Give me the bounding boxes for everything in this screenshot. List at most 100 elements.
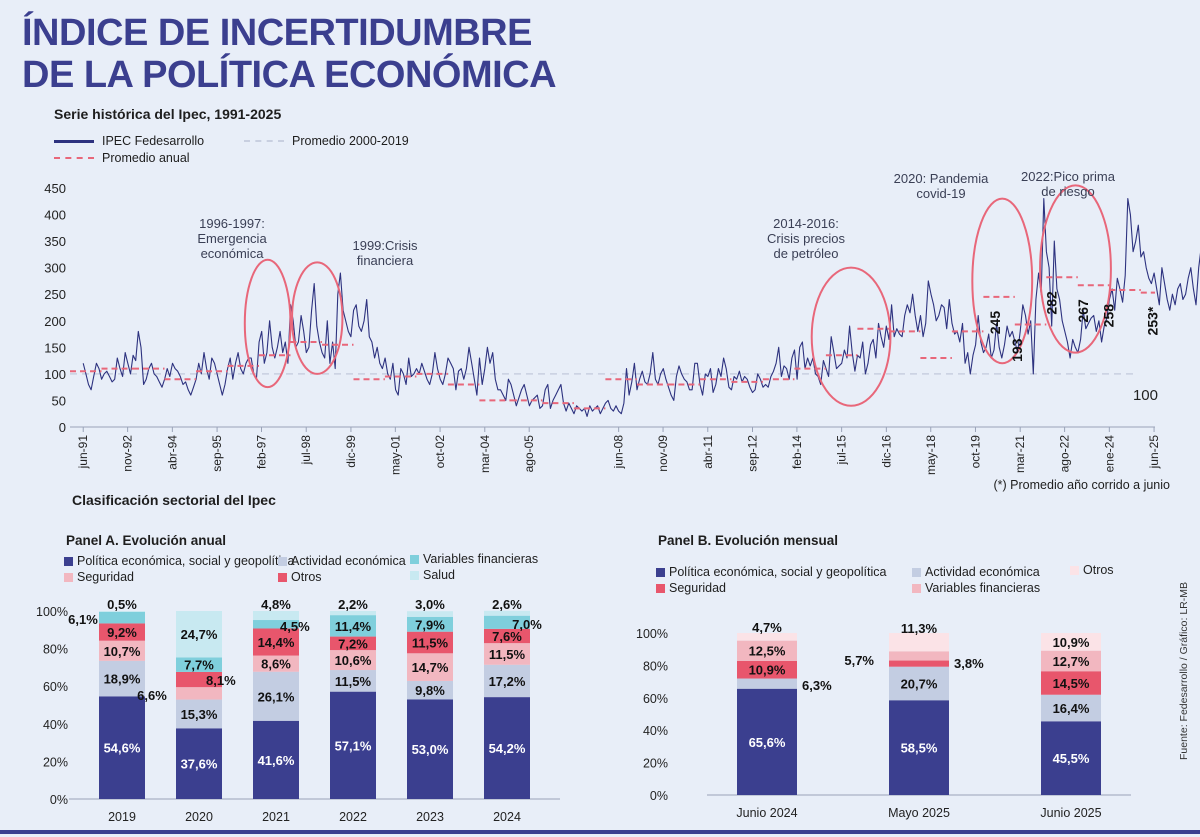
title-line-1: ÍNDICE DE INCERTIDUMBRE — [22, 12, 532, 54]
y-tick-label: 200 — [44, 314, 66, 329]
x-tick-label: jul-98 — [299, 435, 313, 466]
x-tick-label: jul-15 — [835, 435, 849, 466]
y-tick-label: 100% — [636, 627, 668, 641]
bar-segment — [176, 671, 222, 688]
bar-segment — [1041, 633, 1101, 651]
bar-segment — [330, 670, 376, 692]
ipec-series-line — [82, 198, 1200, 417]
legend-item-ipec: IPEC Fedesarrollo — [54, 134, 204, 148]
footnote: (*) Promedio año corrido a junio — [993, 478, 1170, 492]
bar-segment — [176, 657, 222, 672]
x-category-label: 2023 — [416, 810, 444, 824]
x-tick-label: may-01 — [388, 435, 402, 475]
data-label: 11,5% — [489, 647, 526, 662]
bar-segment — [176, 699, 222, 729]
bar-segment — [176, 687, 222, 700]
data-label: 14,5% — [1053, 676, 1090, 691]
page-title: ÍNDICE DE INCERTIDUMBRE DE LA POLÍTICA E… — [22, 12, 557, 96]
data-label: 14,4% — [258, 635, 295, 650]
data-label: 9,8% — [415, 683, 445, 698]
y-tick-label: 50 — [52, 393, 66, 408]
bar-segment — [99, 611, 145, 624]
y-tick-label: 100% — [36, 605, 68, 619]
data-label: 3,0% — [415, 597, 445, 612]
bar-segment — [253, 671, 299, 721]
y-tick-label: 60% — [43, 680, 68, 694]
y-tick-label: 400 — [44, 208, 66, 223]
bar-segment — [253, 611, 299, 621]
data-label: 7,7% — [184, 658, 214, 673]
data-label: 4,8% — [261, 597, 291, 612]
data-label: 54,6% — [104, 741, 141, 756]
data-label: 58,5% — [901, 741, 938, 756]
data-label: 11,5% — [412, 635, 449, 650]
x-tick-label: ago-22 — [1058, 435, 1072, 473]
bar-segment — [1041, 671, 1101, 695]
y-tick-label: 0% — [50, 793, 68, 807]
line-chart-legend: IPEC Fedesarrollo Promedio 2000-2019 Pro… — [54, 134, 454, 168]
panel-a-swatch-actividad — [278, 556, 287, 566]
data-label: 5,7% — [844, 653, 874, 668]
y-tick-label: 80% — [643, 659, 668, 673]
panel-a-swatch-otros — [278, 572, 287, 582]
panel-b-legend-label: Política económica, social y geopolítica — [669, 565, 887, 579]
bar-segment — [253, 628, 299, 656]
x-category-label: 2024 — [493, 810, 521, 824]
x-tick-label: oct-19 — [968, 435, 982, 469]
bar-segment — [253, 655, 299, 672]
x-category-label: Junio 2024 — [736, 806, 797, 820]
highlight-circle — [291, 261, 344, 375]
bar-segment — [484, 628, 530, 644]
legend-item-avg-2000-2019: Promedio 2000-2019 — [244, 134, 409, 148]
data-label: 6,1% — [68, 612, 98, 627]
data-label: 12,5% — [749, 644, 786, 659]
bar-segment — [484, 664, 530, 698]
y-tick-label: 0% — [650, 789, 668, 803]
panel-a-swatch-financieras — [410, 554, 419, 564]
bar-segment — [253, 720, 299, 799]
x-tick-label: sep-95 — [210, 435, 224, 472]
data-label: 11,5% — [335, 674, 372, 689]
section-title: Clasificación sectorial del Ipec — [72, 492, 276, 508]
x-category-label: 2019 — [108, 810, 136, 824]
x-tick-label: mar-21 — [1013, 435, 1027, 473]
bar-segment — [737, 688, 797, 795]
bar-segment — [330, 691, 376, 799]
data-label: 18,9% — [104, 672, 141, 687]
bar-segment — [407, 611, 453, 617]
panel-b-swatch-seguridad — [656, 583, 665, 593]
x-category-label: Junio 2025 — [1040, 806, 1101, 820]
data-label: 14,7% — [412, 660, 449, 675]
bar-segment — [484, 643, 530, 665]
data-label: 4,7% — [752, 620, 782, 635]
data-label: 8,6% — [261, 657, 291, 672]
x-tick-label: nov-09 — [656, 435, 670, 472]
y-tick-label: 40% — [643, 724, 668, 738]
bar-segment — [889, 666, 949, 701]
data-label: 10,7% — [104, 644, 141, 659]
y-tick-label: 450 — [44, 181, 66, 196]
y-tick-label: 80% — [43, 643, 68, 657]
highlight-circle — [243, 258, 292, 389]
annotation-label: 2020: Pandemia covid-19 — [894, 171, 989, 201]
x-tick-label: abr-11 — [701, 435, 715, 469]
panel-b-legend: Política económica, social y geopolítica… — [656, 563, 1176, 599]
data-label: 9,2% — [107, 625, 137, 640]
bar-segment — [407, 631, 453, 654]
panel-b-legend-seguridad: Seguridad — [656, 581, 726, 595]
y-tick-label: 350 — [44, 234, 66, 249]
y-tick-label: 150 — [44, 340, 66, 355]
panel-a-legend-salud: Salud — [410, 568, 455, 582]
panel-b-swatch-actividad — [912, 567, 921, 577]
bar-segment — [889, 633, 949, 652]
bar-segment — [99, 611, 145, 612]
value-label: 282 — [1044, 291, 1060, 315]
bar-segment — [407, 653, 453, 681]
bar-segment — [99, 696, 145, 799]
data-label: 45,5% — [1053, 751, 1090, 766]
bar-segment — [484, 697, 530, 799]
highlight-circle — [971, 197, 1034, 365]
bar-segment — [176, 728, 222, 799]
